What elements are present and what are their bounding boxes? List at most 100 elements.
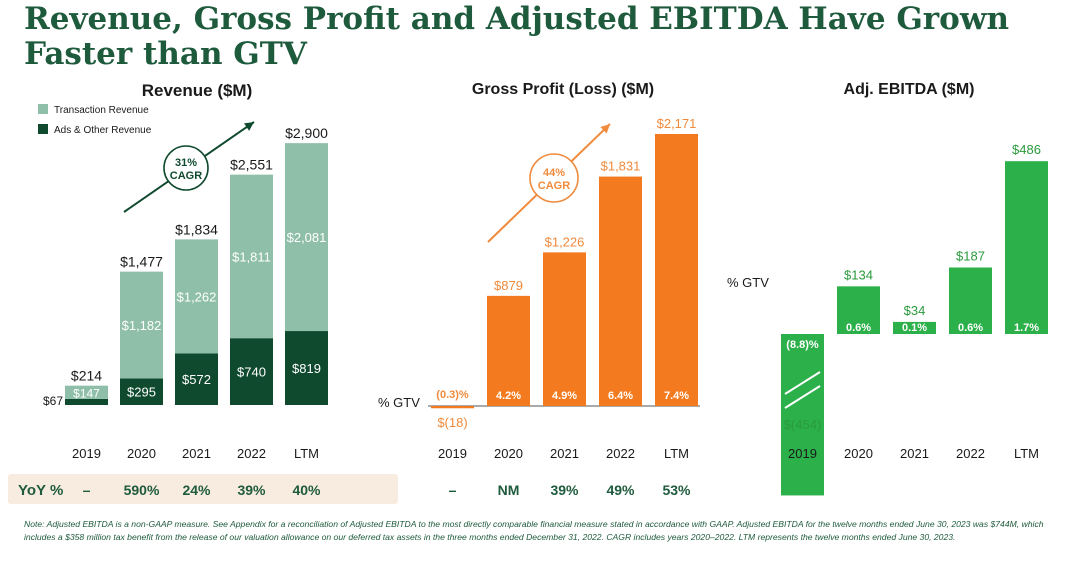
page-title: Revenue, Gross Profit and Adjusted EBITD… <box>24 1 1010 72</box>
gross-profit-pct-gtv: 6.4% <box>608 390 633 402</box>
ebitda-bar <box>949 267 992 334</box>
gross-profit-value-label: $879 <box>494 278 523 293</box>
revenue-transaction-value-label: $1,182 <box>122 318 162 333</box>
gross-profit-bar <box>543 252 586 406</box>
gross-profit-yoy-value: NM <box>498 482 520 498</box>
revenue-bar-transaction <box>230 174 273 339</box>
ebitda-value-label: $187 <box>956 249 985 264</box>
revenue-total-label: $214 <box>71 368 102 384</box>
revenue-ads-value-label: $819 <box>292 361 321 376</box>
gross-profit-cagr-rate-label: 44% <box>543 167 565 179</box>
footnote: Note: Adjusted EBITDA is a non-GAAP meas… <box>24 519 1044 542</box>
gross-profit-x-tick-label: 2021 <box>550 446 579 461</box>
revenue-x-tick-label: 2020 <box>127 446 156 461</box>
revenue-ads-value-label: $67 <box>43 394 63 408</box>
ebitda-value-label: $(454) <box>784 417 822 432</box>
ebitda-bar <box>837 286 880 334</box>
ebitda-pct-gtv: 0.1% <box>902 322 927 334</box>
revenue-yoy-value: 39% <box>237 482 266 498</box>
gross-profit-value-label: $(18) <box>437 415 467 430</box>
ebitda-x-tick-label: 2021 <box>900 446 929 461</box>
revenue-ads-value-label: $740 <box>237 365 266 380</box>
ebitda-chart-title: Adj. EBITDA ($M) <box>844 81 975 98</box>
revenue-bar-transaction <box>285 143 328 332</box>
gross-profit-pct-gtv: (0.3)% <box>436 389 469 401</box>
revenue-x-tick-label: LTM <box>294 446 319 461</box>
ebitda-pct-gtv: (8.8)% <box>786 339 819 351</box>
gross-profit-yoy-value: 53% <box>662 482 691 498</box>
revenue-bar-transaction <box>65 385 108 399</box>
revenue-bar-ads <box>230 338 273 405</box>
revenue-yoy-value: 40% <box>292 482 321 498</box>
revenue-total-label: $2,551 <box>230 157 273 173</box>
revenue-bar-transaction <box>175 239 218 354</box>
gross-profit-chart-title: Gross Profit (Loss) ($M) <box>472 81 654 98</box>
revenue-chart-title: Revenue ($M) <box>142 81 253 100</box>
ebitda-x-tick-label: LTM <box>1014 446 1039 461</box>
ebitda-x-tick-label: 2022 <box>956 446 985 461</box>
gross-profit-pct-gtv: 7.4% <box>664 390 689 402</box>
revenue-total-label: $2,900 <box>285 125 328 141</box>
gross-profit-bar <box>431 406 474 409</box>
revenue-yoy-value: – <box>83 482 91 498</box>
revenue-cagr-rate-label: 31% <box>175 157 197 169</box>
gross-profit-yoy-value: – <box>449 482 457 498</box>
revenue-yoy-value: 24% <box>182 482 211 498</box>
yoy-label: YoY % <box>18 482 63 499</box>
revenue-total-label: $1,834 <box>175 221 218 237</box>
ebitda-x-tick-label: 2019 <box>788 446 817 461</box>
ebitda-bar <box>781 334 824 496</box>
revenue-bar-transaction <box>120 271 163 379</box>
revenue-transaction-value-label: $147 <box>73 386 100 400</box>
revenue-x-tick-label: 2022 <box>237 446 266 461</box>
gross-profit-value-label: $1,226 <box>545 234 585 249</box>
ebitda-value-label: $34 <box>904 303 926 318</box>
revenue-yoy-value: 590% <box>124 482 160 498</box>
gross-profit-value-label: $2,171 <box>657 116 697 131</box>
revenue-cagr-arrowhead-icon <box>244 122 254 131</box>
gross-profit-value-label: $1,831 <box>601 159 641 174</box>
ebitda-value-label: $134 <box>844 267 873 282</box>
ebitda-bar <box>1005 161 1048 334</box>
revenue-total-label: $1,477 <box>120 254 163 270</box>
revenue-x-tick-label: 2019 <box>72 446 101 461</box>
ebitda-gtv-label: % GTV <box>727 275 769 290</box>
gross-profit-cagr-cagr-label: CAGR <box>538 180 570 192</box>
gross-profit-cagr-bubble <box>529 153 579 203</box>
ebitda-bar <box>893 321 936 334</box>
revenue-cagr-bubble <box>163 145 209 191</box>
revenue-transaction-value-label: $1,262 <box>177 289 217 304</box>
ebitda-axis-break-line <box>784 385 821 409</box>
ebitda-pct-gtv: 0.6% <box>846 322 871 334</box>
revenue-ads-value-label: $295 <box>127 385 156 400</box>
revenue-bar-ads <box>65 398 108 405</box>
gross-profit-x-tick-label: 2020 <box>494 446 523 461</box>
gross-profit-pct-gtv: 4.2% <box>496 390 521 402</box>
gross-profit-gtv-label: % GTV <box>378 395 420 410</box>
gross-profit-x-tick-label: 2019 <box>438 446 467 461</box>
revenue-cagr-cagr-label: CAGR <box>170 170 202 182</box>
gross-profit-yoy-value: 49% <box>606 482 635 498</box>
gross-profit-x-tick-label: LTM <box>664 446 689 461</box>
ebitda-x-tick-label: 2020 <box>844 446 873 461</box>
gross-profit-bar <box>655 133 698 406</box>
gross-profit-x-tick-label: 2022 <box>606 446 635 461</box>
legend-swatch-ads <box>38 124 48 134</box>
ebitda-value-label: $486 <box>1012 142 1041 157</box>
legend-label-transaction: Transaction Revenue <box>54 105 149 116</box>
ebitda-pct-gtv: 0.6% <box>958 322 983 334</box>
revenue-x-tick-label: 2021 <box>182 446 211 461</box>
yoy-band <box>8 474 398 504</box>
gross-profit-bar <box>487 295 530 406</box>
gross-profit-cagr-arrowhead-icon <box>600 124 610 134</box>
legend-label-ads: Ads & Other Revenue <box>54 125 152 136</box>
revenue-ads-value-label: $572 <box>182 372 211 387</box>
gross-profit-bar <box>599 176 642 406</box>
revenue-transaction-value-label: $2,081 <box>287 230 327 245</box>
gross-profit-yoy-value: 39% <box>550 482 579 498</box>
revenue-bar-ads <box>285 331 328 405</box>
gross-profit-pct-gtv: 4.9% <box>552 390 577 402</box>
revenue-bar-ads <box>120 378 163 405</box>
revenue-bar-ads <box>175 353 218 405</box>
